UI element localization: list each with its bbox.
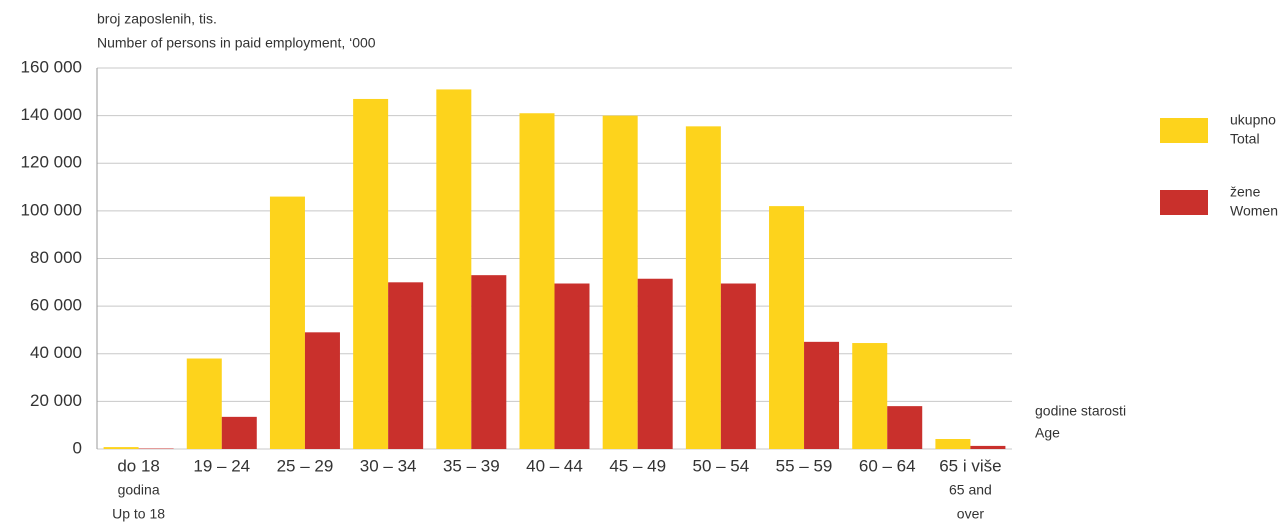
x-tick-label: godina [118, 482, 160, 498]
legend-swatch [1160, 190, 1208, 215]
x-tick-label: 45 – 49 [609, 456, 666, 475]
x-tick-label: 35 – 39 [443, 456, 500, 475]
legend-label: Women [1230, 203, 1278, 219]
x-tick-label: 19 – 24 [193, 456, 250, 475]
bar [637, 278, 673, 449]
x-tick-label: 60 – 64 [859, 456, 916, 475]
x-tick-label: 40 – 44 [526, 456, 583, 475]
y-tick-label: 40 000 [30, 343, 82, 362]
bar [970, 445, 1006, 449]
x-tick-label: 55 – 59 [776, 456, 833, 475]
bar [554, 283, 590, 449]
y-axis-label: Number of persons in paid employment, ‘0… [97, 35, 376, 51]
legend-swatch [1160, 118, 1208, 143]
bar [269, 196, 305, 449]
y-tick-label: 120 000 [21, 153, 82, 172]
legend-label: žene [1230, 184, 1261, 200]
x-tick-label: 30 – 34 [360, 456, 417, 475]
x-tick-label: over [957, 506, 985, 522]
bar [852, 343, 888, 449]
y-axis-label: broj zaposlenih, tis. [97, 11, 217, 27]
bar [353, 98, 389, 450]
bar [103, 447, 139, 449]
bar [436, 89, 472, 450]
x-tick-label: 25 – 29 [277, 456, 334, 475]
bar [804, 341, 840, 449]
y-tick-label: 60 000 [30, 296, 82, 315]
y-tick-label: 140 000 [21, 105, 82, 124]
x-tick-label: 50 – 54 [692, 456, 749, 475]
bar [186, 358, 222, 449]
bar [221, 416, 257, 449]
y-tick-label: 80 000 [30, 248, 82, 267]
x-axis-label: godine starosti [1035, 403, 1126, 419]
bar [304, 332, 340, 449]
bar [935, 438, 971, 449]
x-tick-label: 65 i više [939, 456, 1001, 475]
bar [887, 406, 923, 449]
y-tick-label: 20 000 [30, 391, 82, 410]
bar [602, 115, 638, 449]
x-tick-label: do 18 [117, 456, 160, 475]
x-axis-label: Age [1035, 425, 1060, 441]
y-tick-label: 100 000 [21, 200, 82, 219]
legend-label: ukupno [1230, 112, 1276, 128]
bar [388, 282, 424, 449]
bar [685, 126, 721, 449]
bar [769, 206, 805, 449]
bar [471, 275, 507, 449]
legend-label: Total [1230, 131, 1260, 147]
x-tick-label: 65 and [949, 482, 992, 498]
x-tick-label: Up to 18 [112, 506, 165, 522]
y-tick-label: 0 [73, 438, 82, 457]
bar [519, 113, 555, 450]
bar [720, 283, 756, 449]
y-tick-label: 160 000 [21, 57, 82, 76]
